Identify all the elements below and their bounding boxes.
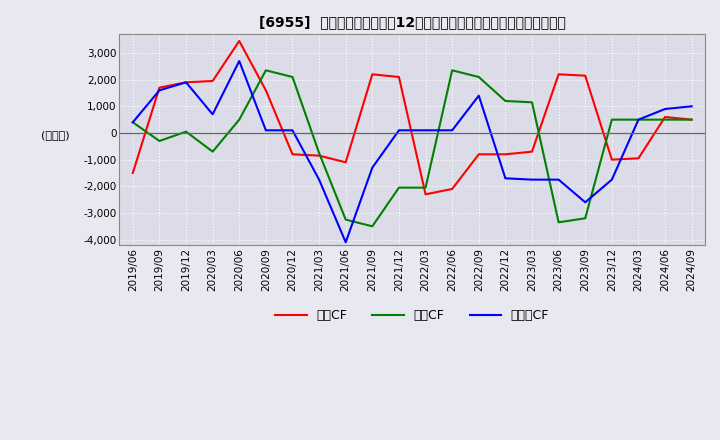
営業CF [181, 80, 190, 85]
投資CF [448, 68, 456, 73]
投資CF [474, 74, 483, 80]
フリーCF [208, 112, 217, 117]
Line: 営業CF: 営業CF [132, 41, 692, 194]
営業CF [581, 73, 590, 78]
営業CF [155, 85, 163, 90]
フリーCF [341, 240, 350, 245]
投資CF [421, 185, 430, 190]
投資CF [208, 149, 217, 154]
投資CF [501, 99, 510, 104]
投資CF [128, 120, 137, 125]
投資CF [634, 117, 643, 122]
営業CF [474, 152, 483, 157]
フリーCF [608, 177, 616, 182]
投資CF [235, 117, 243, 122]
フリーCF [368, 165, 377, 170]
フリーCF [315, 177, 323, 182]
営業CF [608, 157, 616, 162]
投資CF [181, 129, 190, 134]
フリーCF [634, 117, 643, 122]
投資CF [288, 74, 297, 80]
営業CF [501, 152, 510, 157]
投資CF [688, 117, 696, 122]
Title: [6955]  キャッシュフローの12か月移動合計の対前年同期増減額の推移: [6955] キャッシュフローの12か月移動合計の対前年同期増減額の推移 [258, 15, 566, 29]
営業CF [128, 170, 137, 176]
フリーCF [661, 106, 670, 112]
投資CF [341, 217, 350, 222]
Line: フリーCF: フリーCF [132, 61, 692, 242]
投資CF [528, 100, 536, 105]
営業CF [368, 72, 377, 77]
営業CF [261, 88, 270, 93]
フリーCF [581, 200, 590, 205]
Legend: 営業CF, 投資CF, フリーCF: 営業CF, 投資CF, フリーCF [270, 304, 554, 327]
営業CF [634, 156, 643, 161]
Line: 投資CF: 投資CF [132, 70, 692, 226]
投資CF [581, 216, 590, 221]
営業CF [341, 160, 350, 165]
営業CF [661, 114, 670, 120]
投資CF [261, 68, 270, 73]
営業CF [688, 117, 696, 122]
フリーCF [235, 59, 243, 64]
営業CF [395, 74, 403, 80]
フリーCF [448, 128, 456, 133]
投資CF [155, 138, 163, 143]
営業CF [235, 38, 243, 44]
投資CF [315, 150, 323, 156]
フリーCF [421, 128, 430, 133]
フリーCF [688, 104, 696, 109]
フリーCF [474, 93, 483, 98]
投資CF [368, 224, 377, 229]
フリーCF [128, 120, 137, 125]
営業CF [528, 149, 536, 154]
営業CF [288, 152, 297, 157]
営業CF [315, 153, 323, 158]
フリーCF [395, 128, 403, 133]
投資CF [661, 117, 670, 122]
フリーCF [528, 177, 536, 182]
フリーCF [181, 80, 190, 85]
投資CF [554, 220, 563, 225]
フリーCF [554, 177, 563, 182]
営業CF [554, 72, 563, 77]
営業CF [208, 78, 217, 84]
フリーCF [288, 128, 297, 133]
フリーCF [155, 88, 163, 93]
営業CF [421, 192, 430, 197]
投資CF [608, 117, 616, 122]
フリーCF [501, 176, 510, 181]
投資CF [395, 185, 403, 190]
営業CF [448, 186, 456, 191]
フリーCF [261, 128, 270, 133]
Y-axis label: (百万円): (百万円) [41, 130, 69, 139]
